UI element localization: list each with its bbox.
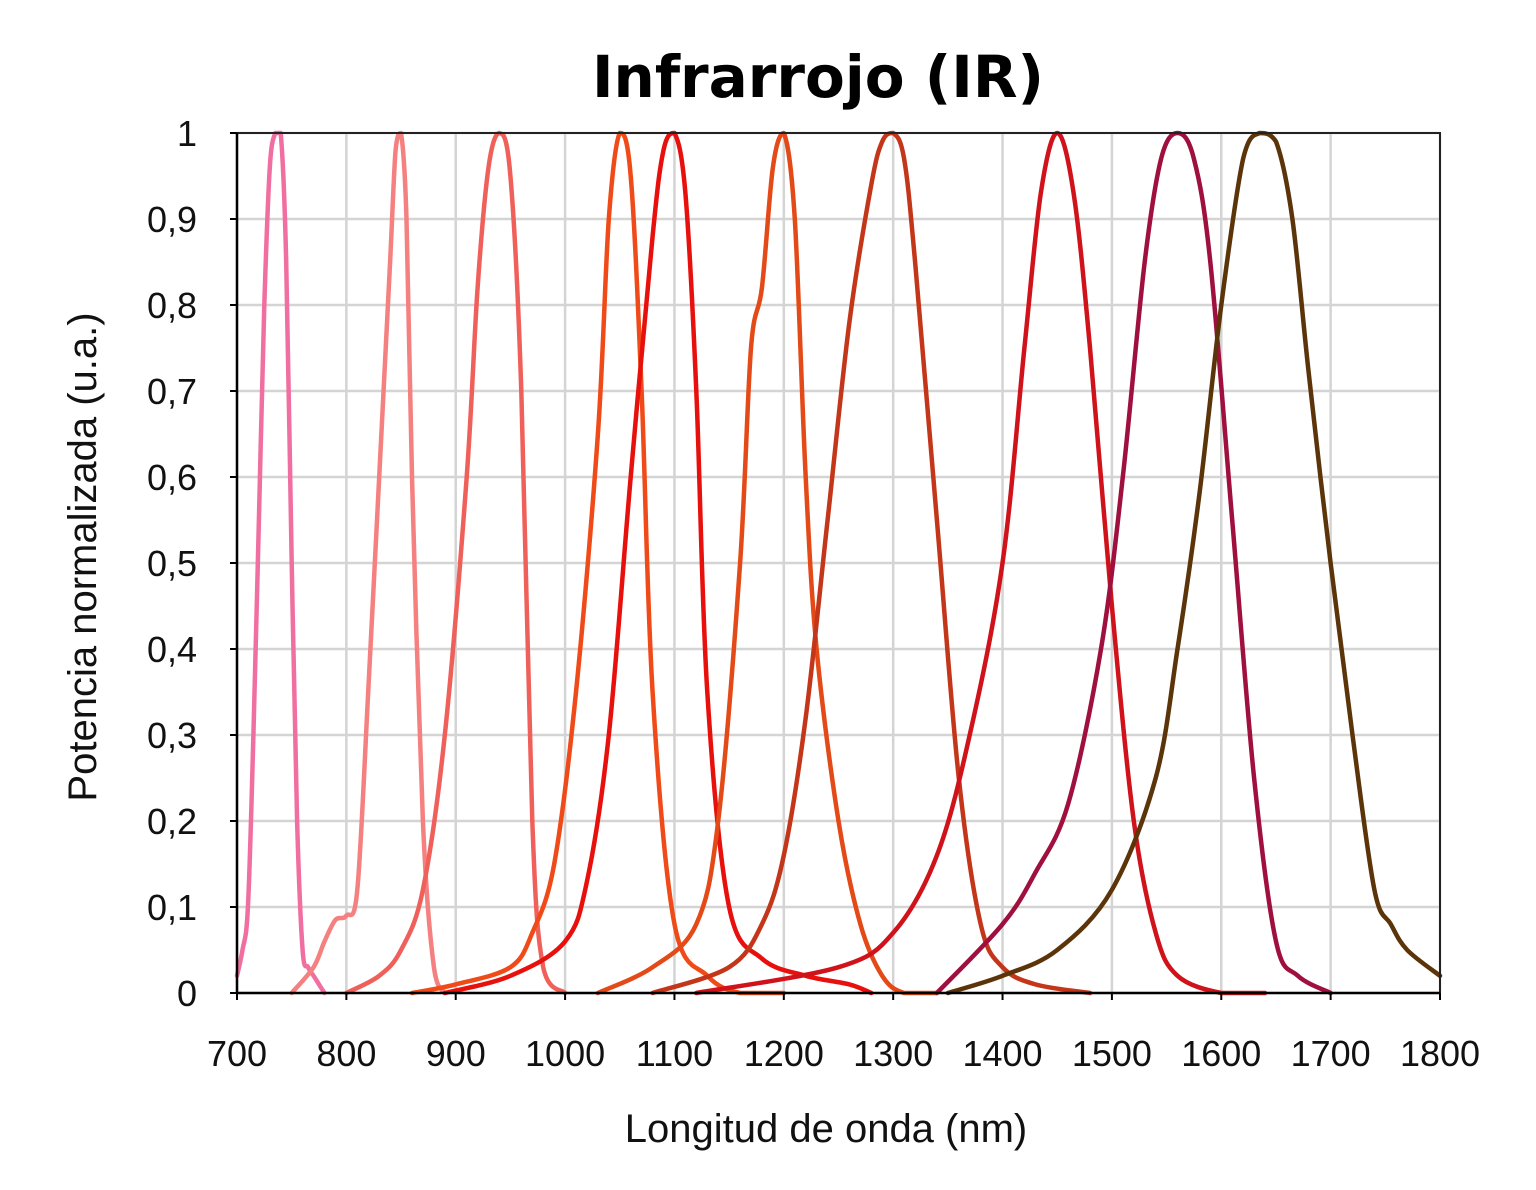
series-line-850-nm bbox=[289, 130, 448, 996]
series-line-940-nm bbox=[344, 130, 568, 996]
x-tick-label: 1400 bbox=[962, 1033, 1042, 1074]
y-tick-label: 1 bbox=[177, 113, 197, 154]
y-tick-label: 0,7 bbox=[147, 371, 197, 412]
y-tick-label: 0,1 bbox=[147, 887, 197, 928]
x-tick-label: 1500 bbox=[1072, 1033, 1152, 1074]
y-axis-label: Potencia normalizada (u.a.) bbox=[61, 312, 105, 801]
series-line-1450-nm bbox=[694, 130, 1268, 996]
y-tick-label: 0,8 bbox=[147, 285, 197, 326]
y-tick-label: 0,2 bbox=[147, 801, 197, 842]
y-tick-label: 0,5 bbox=[147, 543, 197, 584]
x-tick-label: 1000 bbox=[525, 1033, 605, 1074]
x-tick-label: 900 bbox=[426, 1033, 486, 1074]
y-tick-label: 0,3 bbox=[147, 715, 197, 756]
x-tick-label: 1700 bbox=[1291, 1033, 1371, 1074]
tick-labels: 700 800 900 1000 1100 1200 1300 1400 1500 1600 170… bbox=[147, 113, 1480, 1074]
x-tick-label: 1200 bbox=[744, 1033, 824, 1074]
series-line-740-nm bbox=[234, 130, 327, 996]
x-tick-label: 1100 bbox=[636, 1033, 713, 1074]
x-tick-label: 800 bbox=[316, 1033, 376, 1074]
x-tick-label: 1600 bbox=[1181, 1033, 1261, 1074]
x-tick-label: 1800 bbox=[1400, 1033, 1480, 1074]
x-tick-label: 700 bbox=[207, 1033, 267, 1074]
y-tick-label: 0,6 bbox=[147, 457, 197, 498]
series-line-1050-nm bbox=[409, 130, 787, 996]
chart-title: Infrarrojo (IR) bbox=[592, 43, 1044, 111]
x-tick-label: 1300 bbox=[853, 1033, 933, 1074]
x-axis-label: Longitud de onda (nm) bbox=[625, 1107, 1028, 1151]
y-tick-label: 0,9 bbox=[147, 199, 197, 240]
y-tick-label: 0,4 bbox=[147, 629, 197, 670]
series-line-1550-nm bbox=[934, 130, 1333, 996]
grid-lines bbox=[235, 131, 1442, 995]
y-tick-label: 0 bbox=[177, 973, 197, 1014]
